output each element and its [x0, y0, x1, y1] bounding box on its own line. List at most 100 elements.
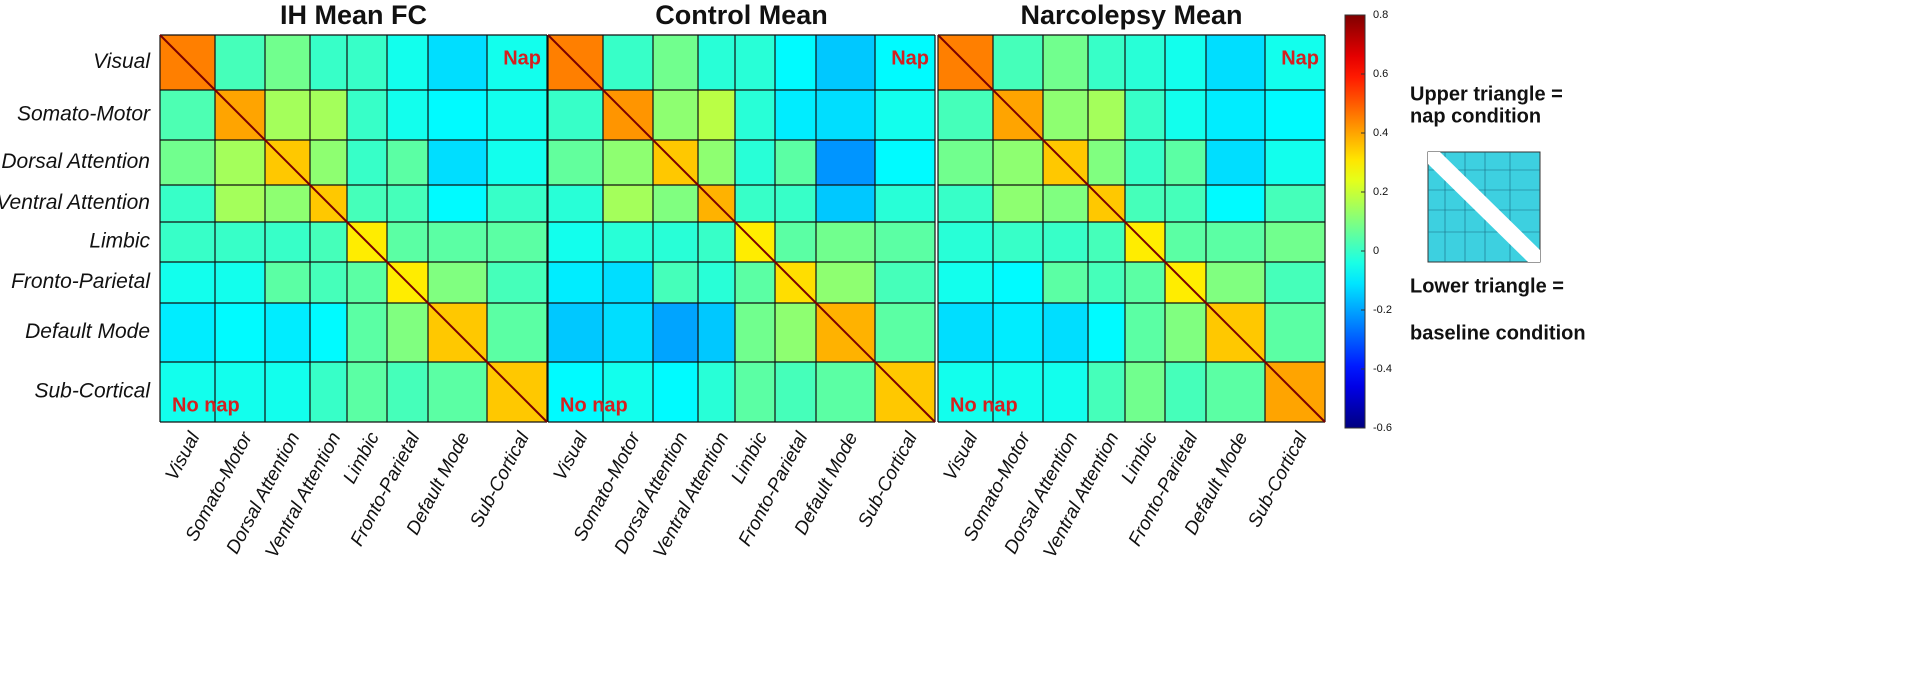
heatmap-cell — [310, 90, 348, 141]
heatmap-cell — [265, 35, 311, 91]
heatmap-cell — [1206, 140, 1266, 186]
heatmap-cell — [775, 90, 817, 141]
heatmap-cell — [160, 185, 216, 223]
diagonal — [937, 34, 1326, 423]
heatmap-cell — [347, 185, 388, 223]
heatmap-cell — [215, 362, 266, 423]
heatmap-cell — [735, 262, 776, 304]
heatmap-cell — [698, 90, 736, 141]
y-tick-label: Fronto-Parietal — [11, 270, 151, 293]
diagonal — [547, 34, 936, 423]
heatmap-cell — [875, 35, 936, 91]
heatmap-cell — [160, 303, 216, 363]
heatmap-cell — [1265, 262, 1326, 304]
heatmap-cell — [993, 362, 1044, 423]
heatmap-cell — [735, 140, 776, 186]
colorbar-tick-label: 0.8 — [1373, 9, 1388, 21]
heatmap-cell — [215, 222, 266, 263]
heatmap-cell — [1088, 362, 1126, 423]
y-tick-label: Dorsal Attention — [1, 150, 150, 173]
x-tick-label: Sub-Cortical — [854, 428, 922, 531]
heatmap-cell — [160, 222, 216, 263]
colorbar-tick-label: -0.4 — [1373, 363, 1392, 375]
heatmap-cell — [1165, 35, 1207, 91]
heatmap-cell — [698, 362, 736, 423]
x-tick-label: Sub-Cortical — [466, 428, 534, 531]
heatmap-cell — [428, 35, 488, 91]
heatmap-cell — [387, 222, 429, 263]
heatmap-cell — [215, 35, 266, 91]
heatmap-cell — [428, 222, 488, 263]
heatmap-cell — [653, 222, 699, 263]
heatmap-cell — [698, 222, 736, 263]
heatmap-cell — [1043, 90, 1089, 141]
heatmap-cell — [603, 35, 654, 91]
heatmap-cell — [1206, 90, 1266, 141]
heatmap-cell — [1265, 185, 1326, 223]
heatmap-cell — [1125, 303, 1166, 363]
heatmap-cell — [1043, 35, 1089, 91]
x-tick-label: Visual — [940, 428, 983, 484]
x-tick-label: Sub-Cortical — [1244, 428, 1312, 531]
annotation: Nap — [503, 47, 541, 69]
heatmap-cell — [428, 90, 488, 141]
heatmap-cell — [310, 262, 348, 304]
heatmap-cell — [698, 140, 736, 186]
heatmap-cell — [548, 140, 604, 186]
heatmap-cell — [603, 362, 654, 423]
heatmap-cell — [775, 222, 817, 263]
heatmap-cell — [1043, 262, 1089, 304]
heatmap-cell — [1265, 303, 1326, 363]
annotation: No nap — [950, 394, 1018, 416]
heatmap-cell — [938, 90, 994, 141]
x-tick-label: Limbic — [728, 428, 773, 487]
heatmap-cell — [603, 185, 654, 223]
heatmap-cell — [698, 262, 736, 304]
annotation: No nap — [172, 394, 240, 416]
heatmap-cell — [653, 185, 699, 223]
heatmap-cell — [487, 262, 548, 304]
heatmap-cell — [160, 90, 216, 141]
heatmap-cell — [735, 185, 776, 223]
y-tick-label: Somato-Motor — [17, 103, 151, 126]
heatmap-cell — [653, 90, 699, 141]
y-tick-label: Sub-Cortical — [34, 380, 151, 403]
heatmap-cell — [548, 222, 604, 263]
heatmap-cell — [938, 262, 994, 304]
heatmap-cell — [160, 262, 216, 304]
heatmap-cell — [938, 222, 994, 263]
heatmap-cell — [487, 303, 548, 363]
heatmap-cell — [387, 90, 429, 141]
heatmap-cell — [347, 140, 388, 186]
heatmap-cell — [816, 90, 876, 141]
colorbar-tick-label: 0.2 — [1373, 186, 1388, 198]
heatmap-cell — [1043, 362, 1089, 423]
heatmap-cell — [1165, 303, 1207, 363]
heatmap-cell — [387, 185, 429, 223]
heatmap-cell — [603, 222, 654, 263]
heatmap-cell — [735, 303, 776, 363]
heatmap-cell — [1206, 362, 1266, 423]
heatmap-cell — [938, 303, 994, 363]
heatmap-cell — [387, 35, 429, 91]
heatmap-cell — [1265, 35, 1326, 91]
annotation: Nap — [891, 47, 929, 69]
heatmap-cell — [775, 303, 817, 363]
heatmap-cell — [160, 362, 216, 423]
colorbar-tick-label: 0 — [1373, 245, 1379, 257]
heatmap-cell — [653, 35, 699, 91]
heatmap-cell — [487, 35, 548, 91]
heatmap-cell — [775, 140, 817, 186]
heatmap-cell — [698, 35, 736, 91]
heatmap-cell — [310, 362, 348, 423]
heatmap-cell — [265, 222, 311, 263]
heatmap-cell — [347, 35, 388, 91]
heatmap-cell — [603, 140, 654, 186]
heatmap-cell — [347, 362, 388, 423]
heatmap-cell — [993, 303, 1044, 363]
heatmap-cell — [875, 262, 936, 304]
heatmap-cell — [1043, 303, 1089, 363]
heatmap-cell — [938, 140, 994, 186]
heatmap-cell — [816, 140, 876, 186]
heatmap-cell — [603, 303, 654, 363]
